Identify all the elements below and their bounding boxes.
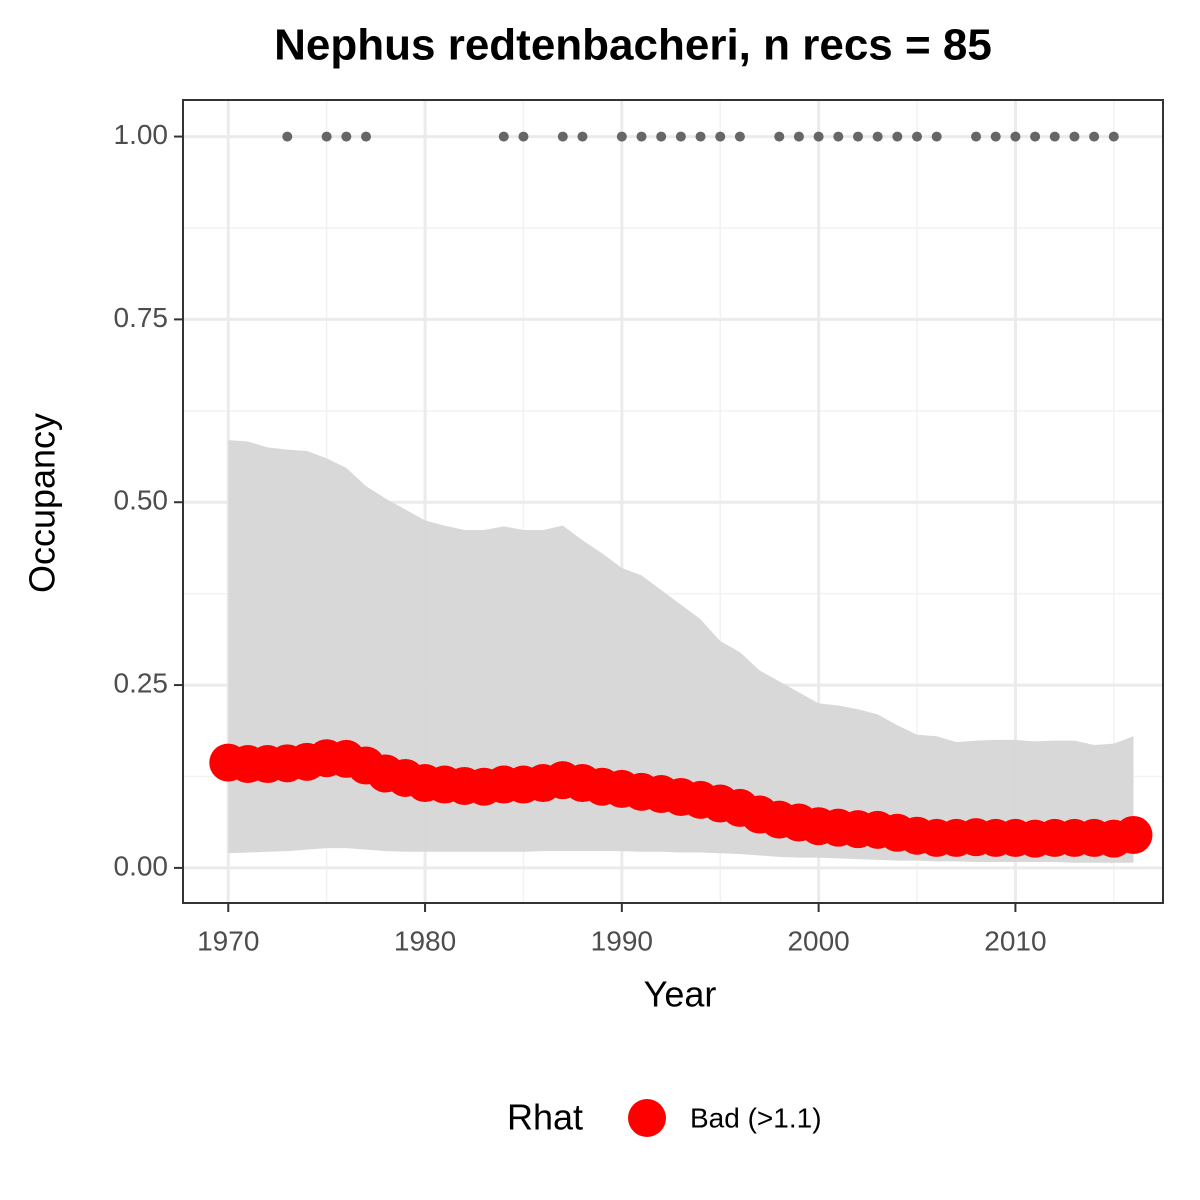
x-tick-label: 1970: [197, 925, 259, 956]
record-point: [1030, 131, 1041, 142]
y-tick-label: 0.00: [114, 850, 169, 881]
record-point: [793, 131, 804, 142]
chart-title: Nephus redtenbacheri, n recs = 85: [274, 21, 992, 70]
record-point: [1049, 131, 1060, 142]
x-tick-label: 2000: [787, 925, 849, 956]
record-point: [557, 131, 568, 142]
legend-title: Rhat: [507, 1097, 583, 1138]
y-tick-label: 0.75: [114, 302, 169, 333]
record-point: [498, 131, 509, 142]
record-point: [675, 131, 686, 142]
record-point: [872, 131, 883, 142]
legend-swatch: [628, 1099, 666, 1137]
record-point: [990, 131, 1001, 142]
x-axis-title: Year: [644, 974, 717, 1015]
record-point: [341, 131, 352, 142]
record-point: [1108, 131, 1119, 142]
y-axis-title: Occupancy: [22, 413, 63, 593]
record-point: [931, 131, 942, 142]
record-point: [833, 131, 844, 142]
record-point: [1069, 131, 1080, 142]
record-point: [912, 131, 923, 142]
record-point: [1089, 131, 1100, 142]
x-tick-label: 1990: [591, 925, 653, 956]
record-point: [518, 131, 529, 142]
legend-label: Bad (>1.1): [690, 1102, 822, 1133]
record-point: [282, 131, 293, 142]
record-point: [813, 131, 824, 142]
record-point: [656, 131, 667, 142]
y-tick-label: 0.50: [114, 485, 169, 516]
y-tick-label: 1.00: [114, 119, 169, 150]
record-point: [616, 131, 627, 142]
record-point: [636, 131, 647, 142]
y-tick-label: 0.25: [114, 667, 169, 698]
record-point: [321, 131, 332, 142]
record-point: [361, 131, 372, 142]
record-point: [852, 131, 863, 142]
record-point: [695, 131, 706, 142]
record-point: [577, 131, 588, 142]
record-point: [774, 131, 785, 142]
x-tick-label: 1980: [394, 925, 456, 956]
x-tick-label: 2010: [984, 925, 1046, 956]
record-point: [971, 131, 982, 142]
credible-interval: [228, 440, 1134, 863]
record-point: [892, 131, 903, 142]
record-point: [734, 131, 745, 142]
record-point: [1010, 131, 1021, 142]
occupancy-point: [1114, 815, 1153, 854]
record-point: [715, 131, 726, 142]
